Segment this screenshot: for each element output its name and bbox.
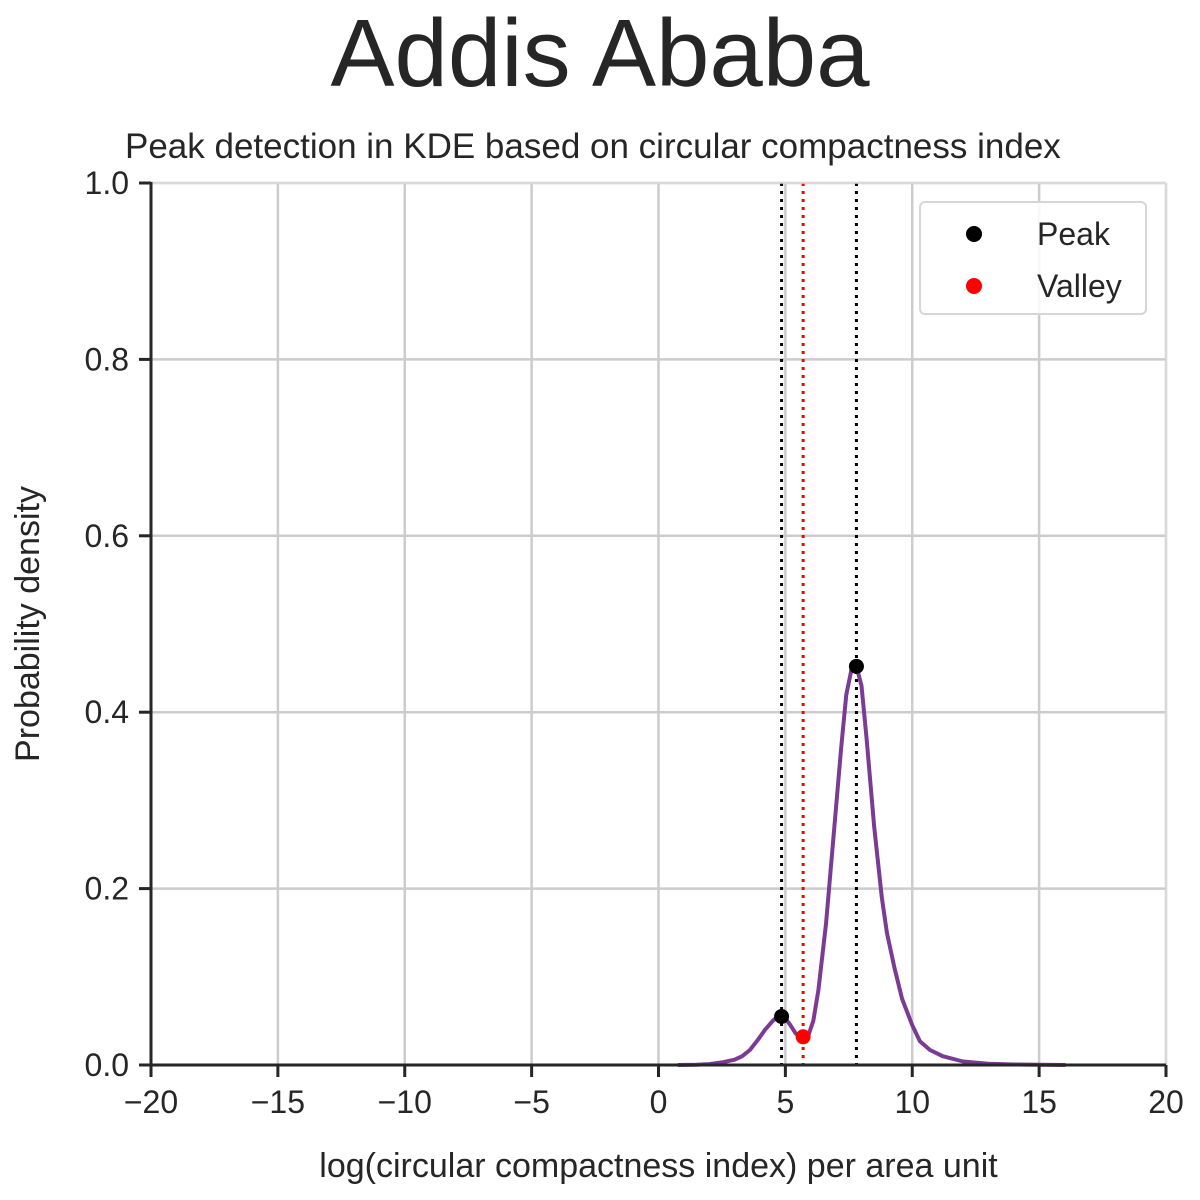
y-tick-label: 0.4 xyxy=(85,694,129,730)
legend: Peak Valley xyxy=(919,201,1147,315)
y-tick-label: 0.0 xyxy=(85,1047,129,1083)
reference-lines xyxy=(780,183,858,1065)
y-tick-label: 0.8 xyxy=(85,341,129,377)
y-tick-label: 1.0 xyxy=(85,165,129,201)
kde-line xyxy=(676,664,1067,1067)
grid-lines xyxy=(151,181,1168,1065)
legend-label-valley: Valley xyxy=(1037,268,1122,304)
valley-marker xyxy=(795,1029,811,1045)
x-tick-label: 5 xyxy=(776,1084,794,1120)
peak-marker xyxy=(848,658,864,674)
x-tick-label: −10 xyxy=(378,1084,432,1120)
legend-marker-peak xyxy=(966,226,982,242)
x-tick-label: 15 xyxy=(1021,1084,1057,1120)
x-tick-label: 20 xyxy=(1148,1084,1184,1120)
legend-item-valley: Valley xyxy=(921,266,1145,306)
x-axis-label: log(circular compactness index) per area… xyxy=(319,1147,998,1185)
x-tick-label: −20 xyxy=(124,1084,178,1120)
y-tick-label: 0.6 xyxy=(85,518,129,554)
markers xyxy=(774,658,864,1045)
chart-title: Peak detection in KDE based on circular … xyxy=(125,127,1061,166)
x-tick-label: −5 xyxy=(513,1084,549,1120)
legend-label-peak: Peak xyxy=(1037,216,1110,252)
figure-suptitle: Addis Ababa xyxy=(330,0,870,107)
legend-marker-valley xyxy=(966,278,982,294)
y-tick-label: 0.2 xyxy=(85,871,129,907)
x-tick-label: −15 xyxy=(251,1084,305,1120)
legend-item-peak: Peak xyxy=(921,214,1145,254)
x-tick-label: 0 xyxy=(650,1084,668,1120)
y-axis-label: Probability density xyxy=(9,486,47,762)
kde-series xyxy=(676,664,1067,1067)
peak-marker xyxy=(774,1008,790,1024)
x-tick-label: 10 xyxy=(894,1084,930,1120)
ticks: −20 −15 −10 −5 0 5 10 15 20 0.0 0.2 0.4 0.6 0.8 1.0 xyxy=(85,165,1184,1120)
